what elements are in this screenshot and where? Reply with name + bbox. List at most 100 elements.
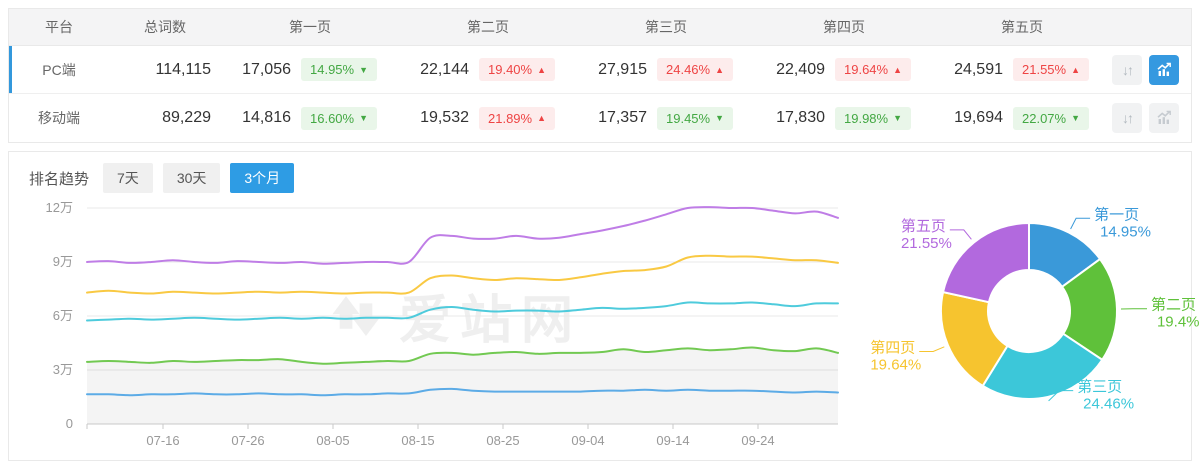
change-badge: 19.98% ▼ bbox=[835, 106, 912, 130]
donut-label-name: 第五页 bbox=[901, 217, 946, 235]
label-leader-line bbox=[1070, 217, 1091, 230]
change-badge: 19.45% ▼ bbox=[657, 106, 734, 130]
change-percent: 14.95% bbox=[310, 62, 355, 77]
x-axis-label: 08-05 bbox=[316, 433, 349, 448]
col-header: 总词数 bbox=[144, 19, 186, 35]
donut-slice-第五页[interactable] bbox=[941, 221, 1030, 304]
change-percent: 19.98% bbox=[844, 110, 889, 126]
trend-tab-30天[interactable]: 30天 bbox=[162, 163, 221, 193]
donut-label-name: 第二页 bbox=[1151, 296, 1196, 314]
arrow-down-icon: ▼ bbox=[359, 113, 369, 123]
line-cyan bbox=[86, 301, 839, 322]
page-cell: 14,816 16.60% ▼ bbox=[221, 106, 399, 130]
table-header-row: 平台 总词数 第一页 第二页 第三页 第四页 第五页 bbox=[9, 9, 1191, 46]
donut-label-name: 第一页 bbox=[1094, 205, 1139, 223]
col-header: 第四页 bbox=[823, 19, 865, 35]
page-cell: 22,409 19.64% ▲ bbox=[755, 58, 933, 81]
sort-button[interactable]: ↓↑ bbox=[1112, 54, 1142, 85]
trend-header: 排名趋势 7天 30天 3个月 bbox=[29, 163, 304, 193]
page-keyword-count: 14,816 bbox=[242, 109, 291, 126]
label-leader-line bbox=[949, 229, 972, 240]
donut-label-name: 第三页 bbox=[1077, 378, 1122, 396]
trend-chart-button[interactable] bbox=[1149, 54, 1179, 85]
arrow-down-icon: ▼ bbox=[1071, 113, 1081, 123]
rank-trend-panel: 排名趋势 7天 30天 3个月 爱站网 0 3万 6万 9万 12万 07-16 07-26 08… bbox=[8, 151, 1200, 461]
change-badge: 19.64% ▲ bbox=[835, 58, 912, 81]
change-percent: 16.60% bbox=[310, 110, 355, 126]
trend-title: 排名趋势 bbox=[29, 170, 90, 188]
trend-tab-7天[interactable]: 7天 bbox=[103, 163, 153, 193]
area-fill bbox=[87, 347, 838, 424]
platform-table-body: PC端 114,115 17,056 14.95% ▼ 22,144 19.40% ▲ 27,9… bbox=[9, 46, 1191, 142]
page-keyword-count: 17,830 bbox=[776, 109, 825, 126]
line-blue bbox=[86, 387, 839, 397]
total-keywords: 114,115 bbox=[155, 60, 211, 78]
col-header: 第一页 bbox=[289, 19, 331, 35]
change-percent: 19.40% bbox=[488, 62, 533, 77]
trend-chart-icon bbox=[1157, 110, 1171, 124]
row-actions: ↓↑ bbox=[1111, 54, 1191, 85]
change-badge: 24.46% ▲ bbox=[657, 58, 734, 81]
y-axis-label: 9万 bbox=[53, 254, 73, 269]
col-header: 第三页 bbox=[645, 19, 687, 35]
donut-label-name: 第四页 bbox=[870, 339, 915, 357]
line-green bbox=[86, 346, 839, 365]
donut-label-percent: 19.64% bbox=[870, 357, 921, 374]
page-keyword-count: 19,694 bbox=[954, 109, 1003, 126]
change-badge: 16.60% ▼ bbox=[301, 106, 378, 130]
page-cell: 19,532 21.89% ▲ bbox=[399, 106, 577, 130]
page-cell: 24,591 21.55% ▲ bbox=[933, 58, 1111, 81]
page-cell: 27,915 24.46% ▲ bbox=[577, 58, 755, 81]
col-header: 第二页 bbox=[467, 19, 509, 35]
trend-chart-button[interactable] bbox=[1149, 103, 1179, 133]
change-percent: 21.55% bbox=[1022, 62, 1067, 77]
x-axis-label: 09-14 bbox=[656, 433, 689, 448]
arrow-down-icon: ▼ bbox=[715, 113, 725, 123]
change-badge: 22.07% ▼ bbox=[1013, 106, 1090, 130]
x-axis-label: 07-16 bbox=[146, 433, 179, 448]
y-axis-label: 0 bbox=[66, 416, 73, 431]
change-badge: 19.40% ▲ bbox=[479, 58, 556, 81]
page-cell: 17,056 14.95% ▼ bbox=[221, 58, 399, 81]
donut-label-percent: 14.95% bbox=[1100, 223, 1151, 240]
x-axis-label: 09-04 bbox=[571, 433, 604, 448]
line-yellow bbox=[86, 254, 839, 295]
arrow-down-icon: ▼ bbox=[359, 64, 369, 75]
sort-arrows-icon: ↓↑ bbox=[1122, 110, 1134, 126]
platform-name: PC端 bbox=[42, 61, 76, 78]
page-keyword-count: 22,144 bbox=[420, 60, 469, 78]
row-actions: ↓↑ bbox=[1111, 103, 1191, 133]
platform-rank-table: 平台 总词数 第一页 第二页 第三页 第四页 第五页 PC端 114,115 17,056 14.… bbox=[8, 8, 1192, 143]
sort-arrows-icon: ↓↑ bbox=[1122, 61, 1134, 78]
change-percent: 19.45% bbox=[666, 110, 711, 126]
total-keywords: 89,229 bbox=[162, 109, 211, 126]
label-leader-line bbox=[919, 346, 945, 352]
donut-label-percent: 21.55% bbox=[901, 235, 952, 252]
change-percent: 24.46% bbox=[666, 62, 711, 77]
y-axis-label: 12万 bbox=[46, 200, 73, 215]
table-row[interactable]: 移动端 89,229 14,816 16.60% ▼ 19,532 21.89% ▲ 17,35… bbox=[9, 94, 1191, 142]
donut-label-percent: 19.4% bbox=[1157, 314, 1200, 331]
page-cell: 17,357 19.45% ▼ bbox=[577, 106, 755, 130]
x-axis-label: 08-25 bbox=[486, 433, 519, 448]
y-axis-label: 3万 bbox=[53, 362, 73, 377]
page-cell: 19,694 22.07% ▼ bbox=[933, 106, 1111, 130]
arrow-up-icon: ▲ bbox=[1071, 64, 1081, 75]
page-keyword-count: 27,915 bbox=[598, 60, 647, 78]
change-percent: 22.07% bbox=[1022, 110, 1067, 126]
trend-tab-3个月[interactable]: 3个月 bbox=[230, 163, 295, 193]
table-row[interactable]: PC端 114,115 17,056 14.95% ▼ 22,144 19.40% ▲ 27,9… bbox=[9, 46, 1191, 94]
donut-slice-第三页[interactable] bbox=[981, 332, 1104, 400]
change-badge: 21.89% ▲ bbox=[479, 106, 556, 130]
change-badge: 14.95% ▼ bbox=[301, 58, 378, 81]
sort-button[interactable]: ↓↑ bbox=[1112, 103, 1142, 133]
trend-chart-icon bbox=[1157, 62, 1171, 76]
trend-range-tabs: 7天 30天 3个月 bbox=[103, 163, 304, 193]
x-axis-label: 08-15 bbox=[401, 433, 434, 448]
arrow-up-icon: ▲ bbox=[893, 64, 903, 75]
x-axis-label: 09-24 bbox=[741, 433, 774, 448]
x-axis-label: 07-26 bbox=[231, 433, 264, 448]
platform-name: 移动端 bbox=[38, 110, 80, 126]
page-keyword-count: 19,532 bbox=[420, 109, 469, 126]
arrow-up-icon: ▲ bbox=[537, 113, 547, 123]
